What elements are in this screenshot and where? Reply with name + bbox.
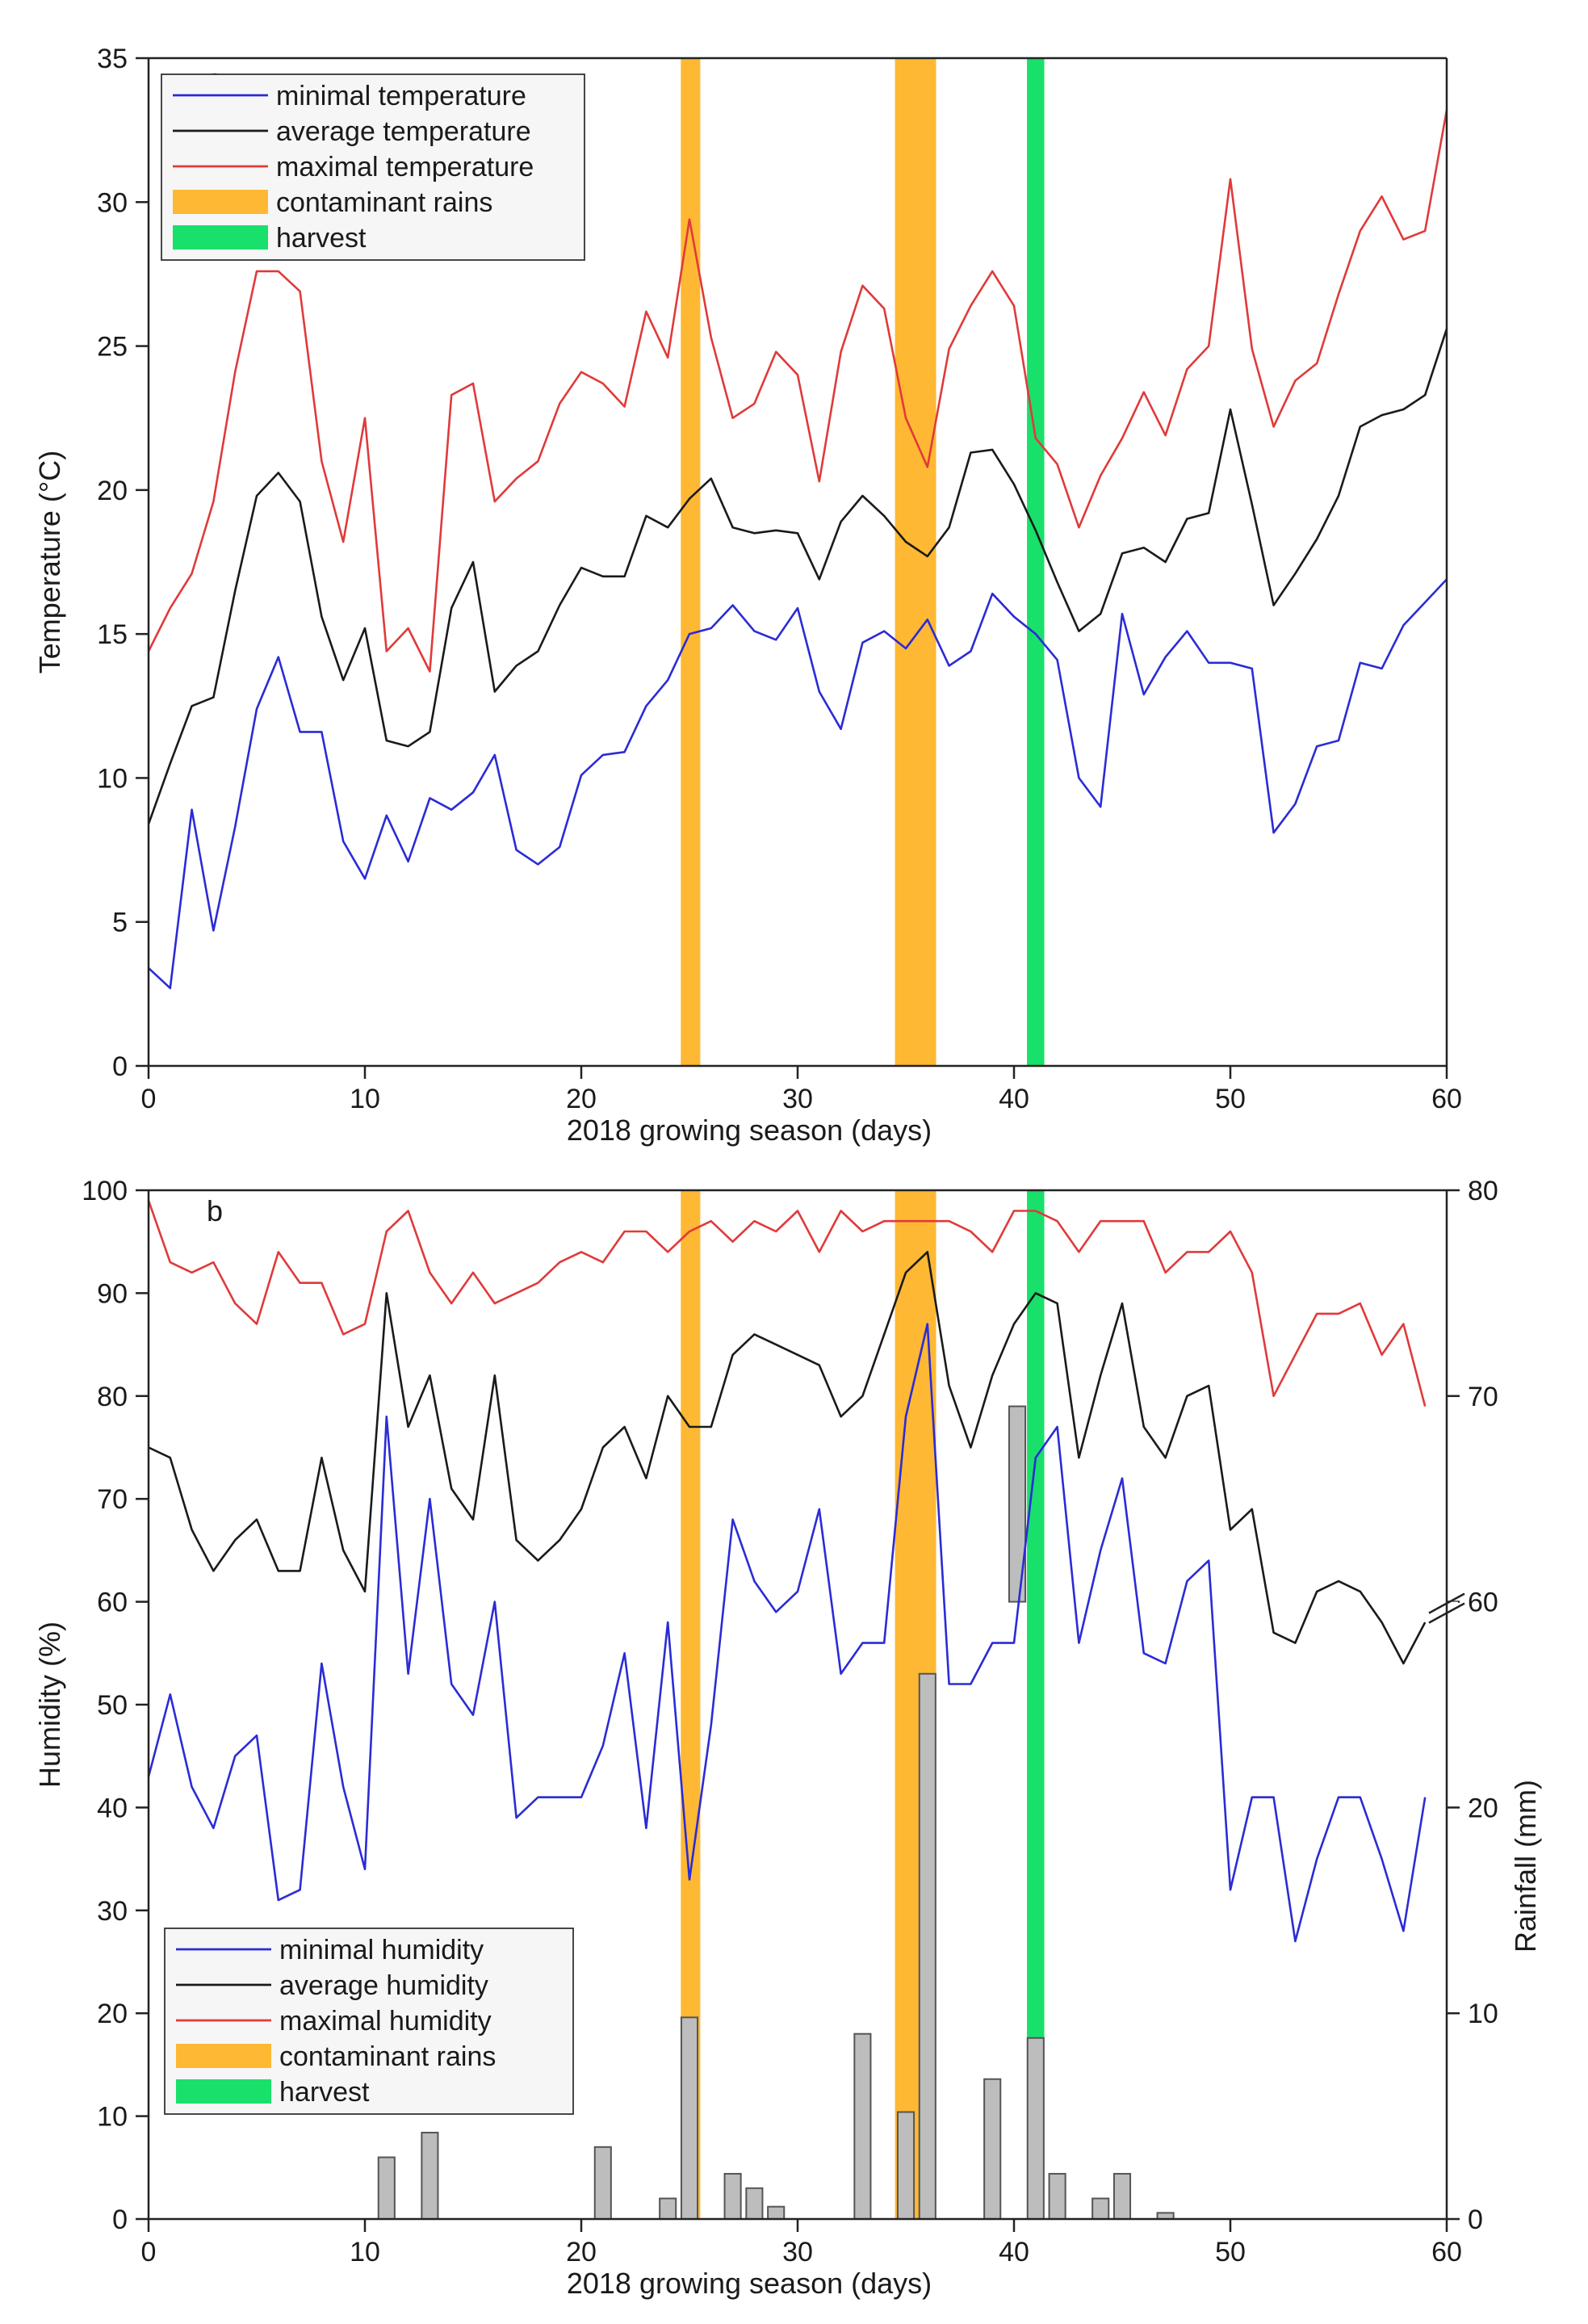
- legend: minimal temperature average temperature ma…: [161, 73, 585, 261]
- y-tick-label: 0: [112, 1051, 128, 1082]
- contaminant-rain-band: [895, 58, 936, 1066]
- legend-label: minimal temperature: [276, 81, 526, 111]
- legend-label: harvest: [279, 2077, 370, 2108]
- legend-swatch-rain: [173, 190, 268, 214]
- panel-label: b: [207, 1194, 223, 1227]
- y-tick-label: 20: [97, 476, 128, 506]
- x-tick-label: 20: [566, 1084, 597, 1114]
- series-line-max: [147, 109, 1448, 673]
- legend-label: average temperature: [276, 116, 531, 147]
- rainfall-bar: [659, 2197, 677, 2221]
- rainfall-bars: [377, 1405, 1175, 2221]
- event-bands: [681, 58, 1045, 1066]
- y-tick-label: 30: [97, 187, 128, 218]
- series-line-avg: [148, 1251, 1427, 1665]
- rainfall-bar: [593, 2146, 612, 2221]
- series-line-max: [147, 1200, 1427, 1407]
- x-tick-label: 60: [1431, 1084, 1462, 1114]
- legend-label: maximal temperature: [276, 152, 534, 182]
- x-axis-label: 2018 growing season (days): [567, 1114, 932, 1147]
- y-tick-label: 5: [112, 908, 128, 938]
- series-lines: [147, 1200, 1427, 1943]
- legend-swatch-harvest: [176, 2079, 271, 2104]
- x-tick-label: 40: [999, 1084, 1029, 1114]
- y-tick-label: 35: [97, 44, 128, 74]
- rainfall-bar: [1026, 2037, 1045, 2220]
- y-tick-label: 25: [97, 332, 128, 363]
- rainfall-bar: [1048, 2172, 1066, 2221]
- right-axis: 0 10 20 60 70 80 Rainfall (mm): [1428, 1176, 1542, 2235]
- y-tick-label: 90: [97, 1278, 128, 1309]
- y-tick-label: 100: [82, 1176, 128, 1206]
- y-tick-label: 40: [97, 1793, 128, 1823]
- x-tick-label: 10: [350, 1084, 380, 1114]
- y-tick-label: 30: [97, 1896, 128, 1927]
- legend-label: contaminant rains: [279, 2041, 496, 2072]
- x-tick-label: 0: [141, 2237, 157, 2267]
- x-tick-label: 60: [1431, 2237, 1462, 2267]
- x-tick-label: 10: [350, 2237, 380, 2267]
- x-tick-label: 50: [1215, 1084, 1246, 1114]
- series-line-avg: [147, 328, 1448, 824]
- legend-label: average humidity: [279, 1970, 488, 2001]
- panel-a: 0 10 20 30 40 50 60 0 5 10 15 20 25 30 35 2018 growing …: [33, 44, 1462, 1147]
- legend-swatch-rain: [176, 2044, 271, 2068]
- right-tick-label: 70: [1468, 1382, 1498, 1412]
- right-tick-label: 0: [1468, 2204, 1483, 2235]
- rainfall-bar: [853, 2032, 872, 2220]
- rainfall-bar: [896, 2111, 916, 2220]
- legend-label: maximal humidity: [279, 2006, 492, 2037]
- series-lines: [147, 109, 1448, 989]
- y-tick-label: 20: [97, 1999, 128, 2029]
- right-tick-label: 10: [1468, 1999, 1498, 2029]
- axes: 0 10 20 30 40 50 60 0 10 20 30 40 50 60 70 80 90 100 2018 …: [33, 1176, 1462, 2300]
- rainfall-bar: [983, 2078, 1002, 2221]
- y-tick-label: 50: [97, 1690, 128, 1721]
- rainfall-bar: [745, 2187, 764, 2221]
- harvest-band: [1027, 58, 1045, 1066]
- right-tick-label: 20: [1468, 1793, 1498, 1823]
- y-axis-label: Humidity (%): [33, 1621, 66, 1788]
- right-axis-label: Rainfall (mm): [1509, 1780, 1542, 1953]
- y-tick-label: 10: [97, 763, 128, 794]
- y-axis-label: Temperature (°C): [33, 451, 66, 673]
- y-tick-label: 60: [97, 1588, 128, 1618]
- rainfall-bar: [680, 2016, 699, 2220]
- axes: 0 10 20 30 40 50 60 0 5 10 15 20 25 30 35 2018 growing …: [33, 44, 1462, 1147]
- x-tick-label: 30: [782, 2237, 813, 2267]
- rainfall-bar: [918, 1672, 936, 2220]
- x-tick-label: 50: [1215, 2237, 1246, 2267]
- series-line-min: [148, 578, 1448, 989]
- harvest-band: [1027, 1190, 1045, 2219]
- y-tick-label: 0: [112, 2204, 128, 2235]
- x-tick-label: 30: [782, 1084, 813, 1114]
- x-tick-label: 40: [999, 2237, 1029, 2267]
- rainfall-bar: [377, 2156, 396, 2221]
- y-tick-label: 10: [97, 2102, 128, 2133]
- legend-swatch-harvest: [173, 225, 268, 250]
- rainfall-bar: [767, 2205, 786, 2220]
- series-line-min: [147, 1323, 1427, 1943]
- y-tick-label: 70: [97, 1484, 128, 1515]
- right-tick-label: 60: [1468, 1588, 1498, 1618]
- rainfall-bar: [421, 2131, 439, 2220]
- x-axis-label: 2018 growing season (days): [567, 2267, 932, 2300]
- y-tick-label: 80: [97, 1382, 128, 1412]
- y-tick-label: 15: [97, 619, 128, 650]
- x-tick-label: 20: [566, 2237, 597, 2267]
- rainfall-bar: [1091, 2197, 1110, 2221]
- rainfall-bar: [1008, 1405, 1027, 1603]
- legend-label: contaminant rains: [276, 187, 492, 218]
- rainfall-bar: [723, 2172, 742, 2221]
- legend-label: minimal humidity: [279, 1935, 484, 1965]
- contaminant-rain-band: [681, 58, 701, 1066]
- rainfall-bar: [1112, 2172, 1132, 2221]
- legend-label: harvest: [276, 223, 367, 254]
- right-tick-label: 80: [1468, 1176, 1498, 1206]
- x-tick-label: 0: [141, 1084, 157, 1114]
- legend: minimal humidity average humidity maximal …: [164, 1928, 574, 2115]
